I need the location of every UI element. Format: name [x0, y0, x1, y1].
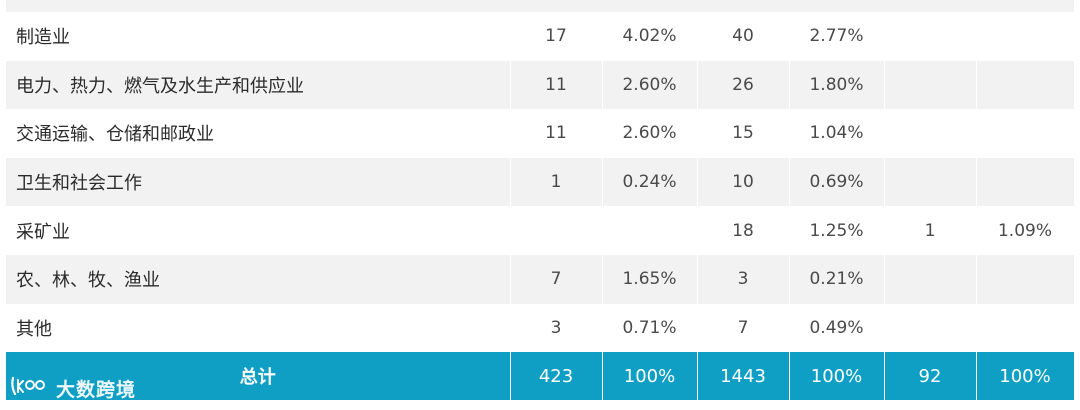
count-cell: 7: [510, 254, 603, 304]
count-cell: 18: [697, 206, 790, 255]
industry-stats-table: 制造业 17 4.02% 40 2.77% 电力、热力、燃气及水生产和供应业 1…: [6, 12, 1075, 401]
total-percent-cell: 100%: [789, 352, 885, 401]
percent-cell: [976, 109, 1075, 158]
percent-cell: [976, 254, 1075, 304]
percent-cell: 0.24%: [602, 157, 698, 207]
industry-name: 电力、热力、燃气及水生产和供应业: [6, 60, 511, 110]
count-cell: 3: [697, 254, 790, 304]
percent-cell: 0.69%: [789, 157, 885, 207]
count-cell: [884, 12, 977, 61]
table-row: 交通运输、仓储和邮政业 11 2.60% 15 1.04%: [6, 109, 1075, 158]
industry-name: 采矿业: [6, 206, 511, 255]
percent-cell: [602, 206, 698, 255]
count-cell: [884, 109, 977, 158]
percent-cell: 1.80%: [789, 60, 885, 110]
industry-name: 农、林、牧、渔业: [6, 254, 511, 304]
table-row: 电力、热力、燃气及水生产和供应业 11 2.60% 26 1.80%: [6, 60, 1075, 110]
table-row: 采矿业 18 1.25% 1 1.09%: [6, 206, 1075, 255]
count-cell: 7: [697, 303, 790, 353]
percent-cell: 0.71%: [602, 303, 698, 353]
count-cell: 11: [510, 60, 603, 110]
total-label: 总计: [6, 352, 511, 401]
industry-name: 卫生和社会工作: [6, 157, 511, 207]
industry-name: 其他: [6, 303, 511, 353]
total-percent-cell: 100%: [976, 352, 1075, 401]
count-cell: 1: [510, 157, 603, 207]
count-cell: 11: [510, 109, 603, 158]
percent-cell: 4.02%: [602, 12, 698, 61]
percent-cell: [976, 157, 1075, 207]
table-row: 其他 3 0.71% 7 0.49%: [6, 303, 1075, 353]
count-cell: 15: [697, 109, 790, 158]
count-cell: [884, 60, 977, 110]
count-cell: 26: [697, 60, 790, 110]
table-row: 农、林、牧、渔业 7 1.65% 3 0.21%: [6, 254, 1075, 304]
count-cell: [884, 157, 977, 207]
total-row: 总计 423 100% 1443 100% 92 100%: [6, 352, 1075, 401]
total-count-cell: 1443: [697, 352, 790, 401]
count-cell: 17: [510, 12, 603, 61]
count-cell: 40: [697, 12, 790, 61]
previous-row-strip: [6, 0, 1074, 12]
percent-cell: 2.60%: [602, 109, 698, 158]
percent-cell: 0.49%: [789, 303, 885, 353]
count-cell: 10: [697, 157, 790, 207]
table-row: 制造业 17 4.02% 40 2.77%: [6, 12, 1075, 61]
percent-cell: [976, 12, 1075, 61]
percent-cell: 2.77%: [789, 12, 885, 61]
industry-name: 交通运输、仓储和邮政业: [6, 109, 511, 158]
percent-cell: 1.04%: [789, 109, 885, 158]
percent-cell: 1.65%: [602, 254, 698, 304]
percent-cell: 2.60%: [602, 60, 698, 110]
count-cell: [884, 254, 977, 304]
percent-cell: 1.25%: [789, 206, 885, 255]
percent-cell: [976, 303, 1075, 353]
count-cell: [884, 303, 977, 353]
percent-cell: 0.21%: [789, 254, 885, 304]
count-cell: [510, 206, 603, 255]
count-cell: 3: [510, 303, 603, 353]
count-cell: 1: [884, 206, 977, 255]
total-count-cell: 92: [884, 352, 977, 401]
total-percent-cell: 100%: [602, 352, 698, 401]
industry-name: 制造业: [6, 12, 511, 61]
total-count-cell: 423: [510, 352, 603, 401]
table-row: 卫生和社会工作 1 0.24% 10 0.69%: [6, 157, 1075, 207]
percent-cell: 1.09%: [976, 206, 1075, 255]
percent-cell: [976, 60, 1075, 110]
